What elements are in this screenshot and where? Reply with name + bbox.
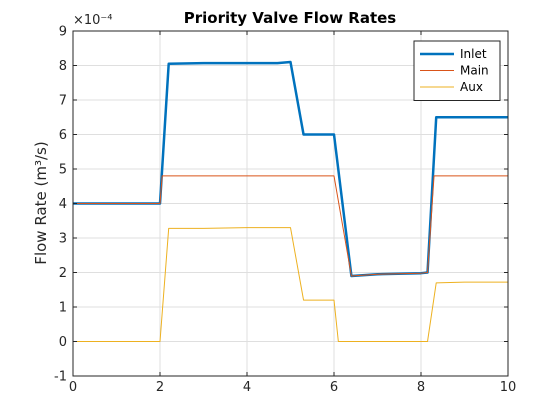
series-line-inlet bbox=[73, 60, 508, 278]
series-lines bbox=[73, 60, 508, 342]
y-tick-label: 0 bbox=[59, 335, 67, 350]
legend: Inlet Main Aux bbox=[413, 40, 501, 101]
y-tick-label: 8 bbox=[59, 59, 67, 74]
y-axis-label: Flow Rate (m³/s) bbox=[32, 141, 50, 264]
y-tick-label: 4 bbox=[59, 197, 67, 212]
y-tick-label: 6 bbox=[59, 128, 67, 143]
series-line-aux bbox=[73, 227, 508, 342]
y-tick-label: 7 bbox=[59, 94, 67, 109]
x-tick-label: 8 bbox=[417, 380, 425, 395]
chart-title: Priority Valve Flow Rates bbox=[184, 9, 397, 27]
y-tick-label: 2 bbox=[59, 266, 67, 281]
y-tick-label: -1 bbox=[54, 370, 67, 385]
legend-label-aux: Aux bbox=[460, 80, 483, 94]
y-tick-label: 3 bbox=[59, 232, 67, 247]
x-tick-label: 2 bbox=[156, 380, 164, 395]
legend-label-main: Main bbox=[460, 64, 489, 78]
legend-label-inlet: Inlet bbox=[460, 47, 487, 61]
y-tick-label: 1 bbox=[59, 301, 67, 316]
x-tick-label: 6 bbox=[330, 380, 338, 395]
y-tick-label: 5 bbox=[59, 163, 67, 178]
x-tick-label: 4 bbox=[243, 380, 251, 395]
x-tick-label: 0 bbox=[69, 380, 77, 395]
y-exponent-label: ×10⁻⁴ bbox=[73, 13, 113, 28]
x-tick-label: 10 bbox=[500, 380, 517, 395]
y-tick-label: 9 bbox=[59, 25, 67, 40]
series-line-main bbox=[73, 175, 508, 277]
